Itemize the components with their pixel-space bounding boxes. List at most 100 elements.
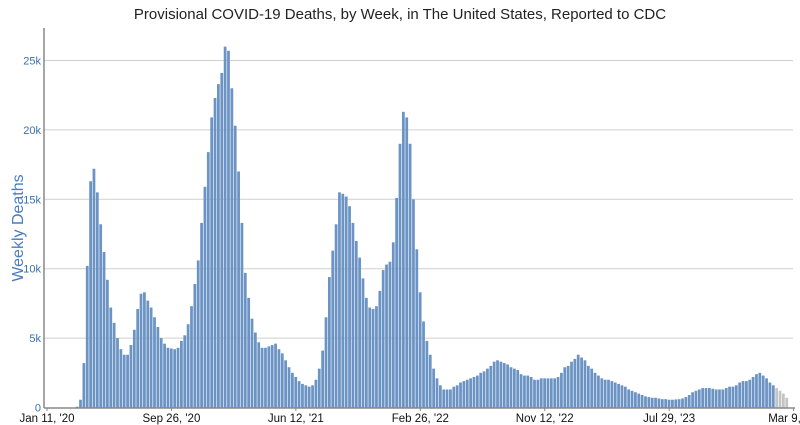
- bar[interactable]: [274, 343, 277, 408]
- bar[interactable]: [432, 368, 436, 408]
- bar[interactable]: [428, 354, 432, 408]
- bar[interactable]: [210, 117, 214, 408]
- bar[interactable]: [593, 372, 597, 408]
- bar[interactable]: [99, 224, 103, 408]
- bar[interactable]: [324, 317, 328, 408]
- bar[interactable]: [82, 363, 86, 408]
- bar[interactable]: [435, 378, 439, 408]
- bar[interactable]: [401, 111, 405, 408]
- bar[interactable]: [250, 318, 254, 408]
- bar[interactable]: [254, 332, 257, 408]
- bar[interactable]: [677, 399, 681, 408]
- bar[interactable]: [691, 392, 694, 408]
- bar[interactable]: [560, 372, 563, 408]
- bar[interactable]: [297, 381, 301, 408]
- bar[interactable]: [533, 379, 536, 408]
- bar[interactable]: [546, 378, 550, 408]
- bar[interactable]: [701, 388, 705, 408]
- bar[interactable]: [674, 399, 678, 408]
- bar[interactable]: [438, 385, 442, 408]
- bar[interactable]: [304, 385, 308, 408]
- bar[interactable]: [314, 379, 318, 408]
- bar[interactable]: [169, 348, 173, 408]
- bar[interactable]: [156, 327, 160, 408]
- bar[interactable]: [351, 222, 355, 408]
- bar[interactable]: [163, 343, 166, 408]
- bar[interactable]: [183, 335, 187, 408]
- bar[interactable]: [136, 308, 140, 408]
- bar[interactable]: [200, 222, 203, 408]
- bar[interactable]: [213, 97, 217, 408]
- bar[interactable]: [613, 382, 617, 408]
- bar-provisional[interactable]: [785, 397, 789, 408]
- bar[interactable]: [220, 72, 224, 408]
- bar[interactable]: [617, 383, 620, 408]
- bar[interactable]: [180, 340, 183, 408]
- bar[interactable]: [489, 365, 493, 408]
- bar[interactable]: [573, 358, 577, 408]
- bar[interactable]: [751, 376, 755, 408]
- bar[interactable]: [311, 385, 314, 408]
- bar[interactable]: [354, 240, 358, 408]
- bar[interactable]: [475, 375, 479, 408]
- bar[interactable]: [153, 317, 156, 408]
- bar[interactable]: [116, 338, 119, 408]
- bar[interactable]: [186, 324, 190, 408]
- bar[interactable]: [321, 350, 325, 408]
- bar[interactable]: [647, 397, 651, 408]
- bar[interactable]: [348, 206, 351, 408]
- bar[interactable]: [408, 143, 412, 408]
- bar[interactable]: [264, 347, 267, 408]
- bar[interactable]: [640, 395, 644, 408]
- bar[interactable]: [472, 376, 476, 408]
- bar[interactable]: [341, 193, 345, 408]
- bar[interactable]: [664, 399, 668, 408]
- bar[interactable]: [126, 354, 129, 408]
- bar[interactable]: [317, 368, 321, 408]
- bar[interactable]: [549, 378, 553, 408]
- bar[interactable]: [714, 389, 718, 408]
- bar[interactable]: [486, 368, 489, 408]
- bar[interactable]: [418, 292, 422, 408]
- bar[interactable]: [375, 306, 378, 408]
- bar[interactable]: [270, 345, 274, 408]
- bar[interactable]: [92, 168, 96, 408]
- bar[interactable]: [465, 379, 469, 408]
- bar[interactable]: [704, 388, 708, 408]
- bar[interactable]: [452, 386, 456, 408]
- bar[interactable]: [102, 252, 106, 408]
- bar[interactable]: [381, 270, 385, 408]
- bar[interactable]: [637, 393, 641, 408]
- bar[interactable]: [119, 349, 123, 408]
- bar[interactable]: [277, 349, 281, 408]
- bar[interactable]: [721, 389, 725, 408]
- bar[interactable]: [499, 361, 503, 408]
- bar[interactable]: [193, 283, 197, 408]
- bar[interactable]: [583, 360, 587, 408]
- bar[interactable]: [563, 367, 567, 408]
- bar[interactable]: [149, 307, 153, 408]
- bar[interactable]: [442, 389, 446, 408]
- bar[interactable]: [607, 379, 610, 408]
- bar[interactable]: [344, 196, 348, 408]
- bar[interactable]: [610, 381, 614, 408]
- bar[interactable]: [385, 264, 388, 408]
- bar[interactable]: [553, 378, 557, 408]
- bar[interactable]: [526, 375, 530, 408]
- bar[interactable]: [496, 360, 499, 408]
- bar[interactable]: [405, 117, 409, 408]
- bar[interactable]: [391, 242, 395, 408]
- bar[interactable]: [543, 378, 546, 408]
- bar[interactable]: [469, 378, 472, 408]
- bar[interactable]: [109, 307, 113, 408]
- bar[interactable]: [247, 297, 251, 408]
- bar[interactable]: [129, 345, 133, 408]
- bar[interactable]: [412, 199, 415, 408]
- bar[interactable]: [741, 381, 745, 408]
- bar[interactable]: [771, 385, 775, 408]
- bar[interactable]: [745, 381, 748, 408]
- bar[interactable]: [287, 367, 291, 408]
- bar[interactable]: [166, 347, 170, 408]
- bar[interactable]: [327, 277, 331, 408]
- bar[interactable]: [623, 386, 627, 408]
